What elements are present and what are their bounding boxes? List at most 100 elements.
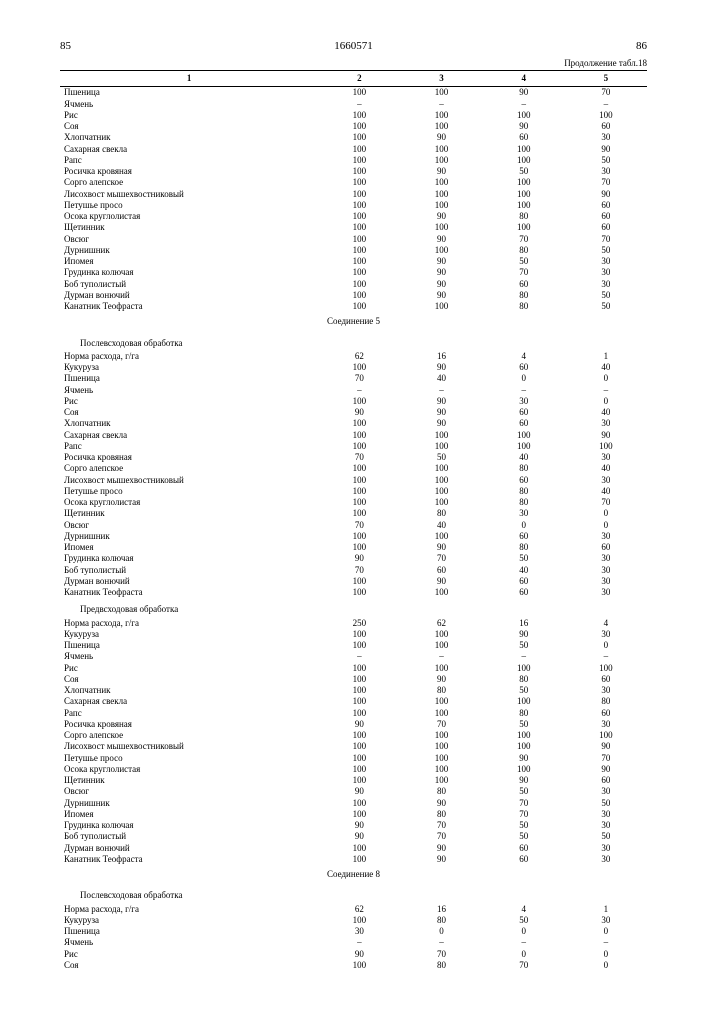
- row-label: Ипомея: [60, 809, 318, 820]
- cell-value: 60: [483, 418, 565, 429]
- cell-value: 100: [318, 418, 400, 429]
- cell-value: 70: [318, 565, 400, 576]
- cell-value: 100: [318, 211, 400, 222]
- row-label: Рис: [60, 949, 318, 960]
- table-row: Кукуруза100906040: [60, 362, 647, 373]
- cell-value: 90: [318, 831, 400, 842]
- cell-value: 100: [318, 222, 400, 233]
- column-header-row: 1 2 3 4 5: [60, 71, 647, 87]
- cell-value: –: [483, 99, 565, 110]
- table-row: Осока круглолистая1001008070: [60, 497, 647, 508]
- table-row: Соя90906040: [60, 407, 647, 418]
- row-label: Дурман вонючий: [60, 843, 318, 854]
- cell-value: 100: [483, 730, 565, 741]
- cell-value: 100: [400, 531, 482, 542]
- cell-value: 80: [400, 915, 482, 926]
- cell-value: 100: [318, 843, 400, 854]
- cell-value: 90: [565, 189, 647, 200]
- cell-value: 90: [565, 144, 647, 155]
- cell-value: 50: [565, 798, 647, 809]
- cell-value: 70: [565, 234, 647, 245]
- table-row: Дурнишник100907050: [60, 798, 647, 809]
- compound-title: Соединение 5: [60, 312, 647, 331]
- cell-value: –: [318, 99, 400, 110]
- cell-value: 100: [400, 753, 482, 764]
- section-title: Послевсходовая обработка: [60, 884, 647, 903]
- row-label: Дурнишник: [60, 245, 318, 256]
- row-label: Овсюг: [60, 786, 318, 797]
- cell-value: –: [400, 385, 482, 396]
- row-label: Канатник Теофраста: [60, 301, 318, 312]
- cell-value: 50: [565, 831, 647, 842]
- table-row: Пшеница30000: [60, 926, 647, 937]
- cell-value: 100: [483, 222, 565, 233]
- cell-value: 100: [400, 629, 482, 640]
- cell-value: 70: [400, 831, 482, 842]
- row-label: Осока круглолистая: [60, 764, 318, 775]
- cell-value: 100: [318, 486, 400, 497]
- table-row: Дурнишник1001006030: [60, 531, 647, 542]
- cell-value: 90: [565, 764, 647, 775]
- row-label: Пшеница: [60, 640, 318, 651]
- table-row: Кукуруза1001009030: [60, 629, 647, 640]
- table-row: Боб туполистый100906030: [60, 279, 647, 290]
- table-row: Дурман вонючий100908050: [60, 290, 647, 301]
- cell-value: 90: [483, 629, 565, 640]
- cell-value: 80: [400, 960, 482, 971]
- cell-value: 100: [318, 685, 400, 696]
- row-label: Росичка кровяная: [60, 166, 318, 177]
- table-row: Щетинник10080300: [60, 508, 647, 519]
- cell-value: 90: [400, 407, 482, 418]
- cell-value: 100: [318, 166, 400, 177]
- cell-value: 80: [483, 211, 565, 222]
- cell-value: 90: [400, 211, 482, 222]
- table-row: Сахарная свекла10010010090: [60, 144, 647, 155]
- row-label: Пшеница: [60, 87, 318, 99]
- table-row: Дурман вонючий100906030: [60, 576, 647, 587]
- cell-value: 0: [565, 396, 647, 407]
- cell-value: 100: [318, 542, 400, 553]
- cell-value: 70: [565, 177, 647, 188]
- table-row: Ячмень––––: [60, 651, 647, 662]
- cell-value: 60: [483, 576, 565, 587]
- row-label: Петушье просо: [60, 486, 318, 497]
- cell-value: 100: [318, 301, 400, 312]
- cell-value: 30: [565, 279, 647, 290]
- cell-value: 60: [483, 531, 565, 542]
- cell-value: 90: [400, 267, 482, 278]
- cell-value: 100: [400, 110, 482, 121]
- cell-value: 60: [565, 211, 647, 222]
- row-label: Рапс: [60, 155, 318, 166]
- cell-value: 30: [565, 820, 647, 831]
- cell-value: 100: [400, 121, 482, 132]
- table-row: Сорго алепское100100100100: [60, 730, 647, 741]
- cell-value: 60: [565, 775, 647, 786]
- cell-value: 70: [483, 267, 565, 278]
- cell-value: 100: [318, 463, 400, 474]
- cell-value: 0: [565, 373, 647, 384]
- row-label: Росичка кровяная: [60, 452, 318, 463]
- cell-value: 100: [318, 663, 400, 674]
- cell-value: 100: [318, 256, 400, 267]
- table-row: Ячмень––––: [60, 385, 647, 396]
- row-label: Овсюг: [60, 520, 318, 531]
- section-title: Предвсходовая обработка: [60, 598, 647, 617]
- cell-value: –: [483, 937, 565, 948]
- row-label: Рис: [60, 110, 318, 121]
- row-label: Ячмень: [60, 99, 318, 110]
- cell-value: 100: [318, 441, 400, 452]
- cell-value: 40: [483, 565, 565, 576]
- page-number-left: 85: [60, 40, 256, 52]
- cell-value: 60: [565, 542, 647, 553]
- cell-value: 0: [565, 640, 647, 651]
- cell-value: 100: [318, 290, 400, 301]
- cell-value: 30: [565, 475, 647, 486]
- table-row: Хлопчатник100906030: [60, 132, 647, 143]
- cell-value: 100: [318, 809, 400, 820]
- cell-value: 30: [565, 629, 647, 640]
- cell-value: 100: [400, 730, 482, 741]
- row-label: Грудинка колючая: [60, 820, 318, 831]
- cell-value: 30: [565, 576, 647, 587]
- cell-value: 16: [483, 618, 565, 629]
- row-label: Соя: [60, 960, 318, 971]
